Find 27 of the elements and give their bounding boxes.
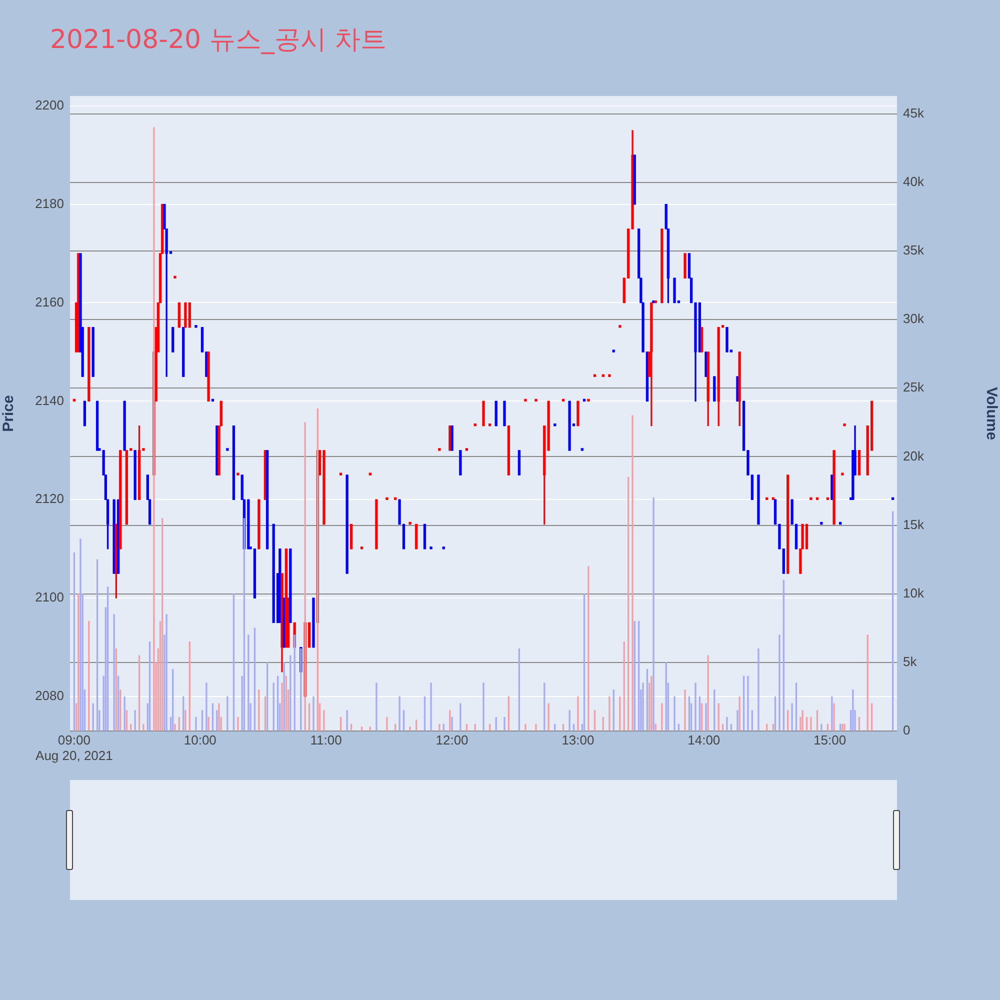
y-tick-label: 2080 <box>35 688 64 704</box>
x-tick-label: 14:00 <box>688 732 720 748</box>
y-tick-label: 2160 <box>35 294 64 310</box>
y-tick-label: 2120 <box>35 491 64 506</box>
y2-tick-label: 35k <box>903 242 924 258</box>
y-tick-label: 2100 <box>35 590 64 605</box>
x-tick-label: 09:00 Aug 20, 2021 <box>36 732 113 763</box>
y2-tick-label: 10k <box>903 585 924 600</box>
y2-tick-label: 20k <box>903 448 924 464</box>
x-tick-label: 15:00 <box>814 732 846 748</box>
y2-tick-label: 45k <box>903 105 924 120</box>
y-tick-label: 2180 <box>35 196 64 211</box>
y2-tick-label: 25k <box>903 380 924 395</box>
y-tick-label: 2140 <box>35 392 64 408</box>
x-tick-label: 12:00 <box>436 732 468 748</box>
y-axis-title: Price <box>0 395 18 432</box>
y-tick-label: 2200 <box>35 97 64 112</box>
chart-title: 2021-08-20 뉴스_공시 차트 <box>50 24 387 57</box>
y2-tick-label: 15k <box>903 516 924 532</box>
x-tick-label: 13:00 <box>562 732 594 748</box>
x-tick-label: 10:00 <box>184 732 216 748</box>
y2-tick-label: 40k <box>903 174 924 189</box>
y2-axis-title: Volume <box>982 386 1000 440</box>
x-tick-label: 11:00 <box>310 732 342 748</box>
y2-tick-label: 30k <box>903 311 924 326</box>
y2-tick-label: 5k <box>903 654 918 670</box>
y2-tick-label: 0 <box>903 722 910 738</box>
